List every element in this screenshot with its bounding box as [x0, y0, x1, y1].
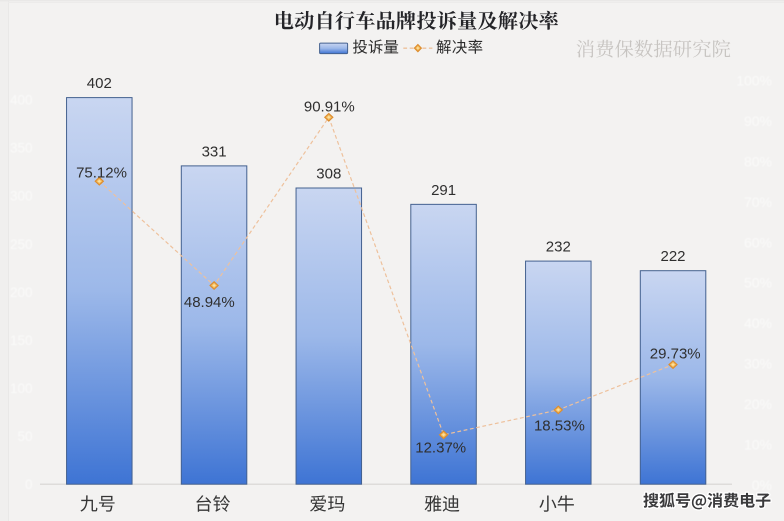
svg-text:200: 200 — [10, 285, 33, 300]
svg-text:80%: 80% — [744, 153, 772, 169]
svg-text:402: 402 — [87, 75, 112, 92]
svg-text:60%: 60% — [744, 234, 772, 250]
svg-text:232: 232 — [546, 239, 571, 256]
svg-text:18.53%: 18.53% — [534, 417, 585, 434]
svg-text:90.91%: 90.91% — [304, 99, 355, 116]
svg-text:70%: 70% — [744, 194, 772, 210]
svg-text:350: 350 — [10, 141, 33, 156]
svg-text:150: 150 — [10, 333, 33, 348]
svg-text:0%: 0% — [752, 477, 772, 493]
svg-text:50: 50 — [17, 429, 32, 444]
svg-text:75.12%: 75.12% — [76, 165, 127, 182]
svg-text:291: 291 — [431, 182, 456, 199]
svg-text:0: 0 — [25, 477, 33, 492]
svg-text:10%: 10% — [744, 436, 772, 452]
svg-text:400: 400 — [10, 93, 33, 108]
svg-text:48.94%: 48.94% — [184, 294, 235, 311]
svg-text:20%: 20% — [744, 396, 772, 412]
svg-text:222: 222 — [660, 248, 685, 265]
svg-text:50%: 50% — [744, 275, 772, 291]
svg-text:300: 300 — [10, 189, 33, 204]
svg-text:331: 331 — [202, 143, 227, 160]
svg-text:90%: 90% — [744, 113, 772, 129]
svg-text:12.37%: 12.37% — [415, 439, 466, 456]
svg-text:40%: 40% — [744, 315, 772, 331]
svg-text:100%: 100% — [736, 73, 772, 89]
svg-text:308: 308 — [316, 166, 341, 183]
svg-text:30%: 30% — [744, 356, 772, 372]
svg-text:250: 250 — [10, 237, 33, 252]
svg-text:100: 100 — [10, 381, 33, 396]
svg-text:29.73%: 29.73% — [650, 345, 701, 362]
